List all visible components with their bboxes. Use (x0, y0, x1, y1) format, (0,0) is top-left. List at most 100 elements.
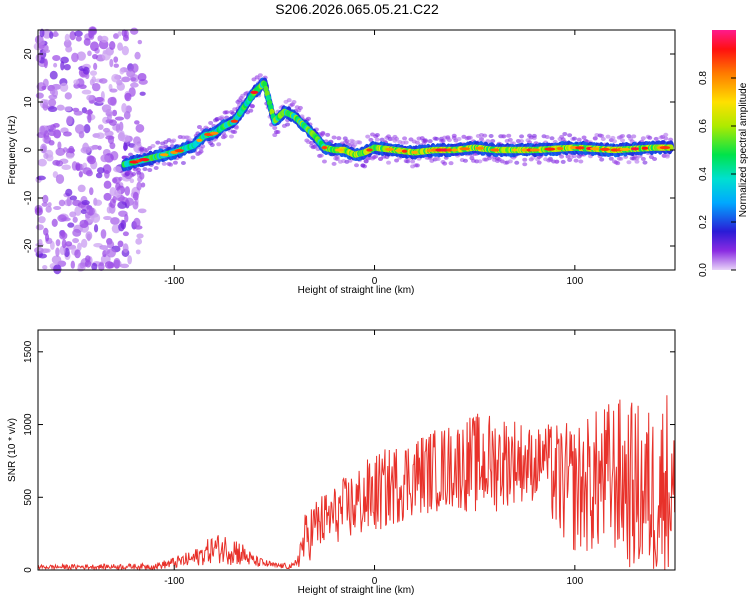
noise-mark (98, 78, 108, 84)
noise-mark (124, 186, 131, 196)
ridge-halo-mark (554, 159, 560, 164)
noise-mark (134, 120, 140, 125)
noise-mark (92, 53, 98, 60)
noise-mark (127, 255, 133, 265)
noise-mark (56, 104, 65, 111)
ridge-core-mark (668, 144, 674, 151)
noise-mark (124, 197, 134, 207)
noise-mark (84, 109, 94, 115)
noise-mark (81, 199, 90, 206)
spectrogram-marks (33, 26, 674, 275)
noise-mark (63, 39, 72, 48)
noise-mark (99, 245, 109, 251)
noise-mark (85, 231, 93, 241)
noise-mark (55, 147, 66, 156)
colorbar-gradient (712, 30, 736, 270)
ridge-halo-mark (567, 133, 573, 138)
noise-mark (67, 222, 75, 228)
noise-mark (65, 45, 73, 53)
ridge-halo-mark (581, 135, 587, 140)
noise-mark (53, 129, 62, 139)
spectrogram-xtick-label: 100 (566, 276, 583, 287)
noise-mark (132, 200, 139, 210)
noise-mark (121, 29, 127, 37)
ridge-peak-mark (575, 146, 585, 150)
noise-mark (111, 109, 118, 117)
noise-mark (82, 167, 92, 175)
noise-mark (60, 61, 65, 71)
ridge-halo-mark (272, 133, 278, 138)
ridge-halo-mark (663, 136, 669, 141)
ridge-peak-mark (159, 153, 169, 157)
noise-mark (48, 98, 57, 107)
noise-mark (109, 58, 114, 68)
spectrogram-xtick-label: 0 (372, 276, 378, 287)
ridge-peak-mark (490, 148, 500, 152)
noise-mark (125, 105, 132, 114)
ridge-halo-mark (320, 130, 326, 135)
ridge-halo-mark (519, 134, 525, 139)
noise-mark (73, 110, 83, 116)
noise-mark (74, 124, 85, 134)
noise-mark (108, 119, 117, 126)
noise-mark (38, 253, 48, 259)
noise-mark (93, 224, 99, 233)
ridge-halo-mark (208, 120, 214, 125)
ridge-halo-mark (374, 132, 380, 137)
noise-mark (114, 116, 125, 121)
noise-mark (47, 106, 58, 113)
noise-mark (89, 70, 98, 76)
ridge-halo-mark (600, 136, 606, 141)
noise-mark (130, 77, 137, 82)
noise-mark (113, 166, 123, 173)
ridge-halo-mark (599, 157, 605, 162)
noise-mark (117, 240, 124, 248)
noise-mark (89, 187, 94, 196)
noise-mark (86, 206, 95, 216)
ridge-halo-mark (216, 142, 222, 147)
ridge-halo-mark (519, 139, 525, 144)
noise-mark (117, 31, 122, 37)
ridge-halo-mark (531, 133, 537, 138)
noise-mark (39, 125, 46, 135)
ridge-halo-mark (331, 135, 337, 140)
ridge-halo-mark (514, 160, 520, 165)
ridge-halo-mark (209, 142, 215, 147)
spectrogram-ytick-label: 10 (23, 96, 34, 108)
ridge-halo-mark (168, 162, 174, 167)
noise-mark (113, 63, 119, 68)
ridge-halo-mark (615, 161, 621, 166)
spectrogram-ytick-label: -10 (23, 190, 34, 205)
noise-mark (110, 217, 120, 225)
ridge-peak-mark (385, 147, 395, 151)
ridge-peak-mark (440, 148, 449, 152)
ridge-halo-mark (634, 156, 640, 161)
noise-mark (39, 28, 45, 38)
ridge-peak-mark (459, 147, 470, 151)
noise-mark (34, 207, 43, 216)
spectrogram-ytick-label: -20 (23, 238, 34, 253)
ridge-halo-mark (378, 156, 384, 161)
noise-mark (117, 201, 128, 209)
ridge-halo-mark (620, 138, 626, 143)
noise-mark (130, 82, 139, 88)
snr-ytick-label: 1000 (23, 413, 34, 436)
ridge-halo-mark (560, 159, 566, 164)
ridge-halo-mark (352, 142, 358, 147)
spectrogram-ytick-label: 0 (23, 147, 34, 153)
ridge-halo-mark (653, 136, 659, 141)
ridge-halo-mark (610, 135, 616, 140)
ridge-halo-mark (448, 161, 454, 166)
noise-mark (34, 246, 44, 254)
ridge-halo-mark (620, 133, 626, 138)
ridge-peak-mark (599, 147, 610, 151)
ridge-halo-mark (612, 139, 618, 144)
noise-mark (43, 58, 48, 69)
noise-mark (104, 130, 114, 137)
ridge-halo-mark (562, 131, 568, 136)
noise-mark (111, 176, 122, 184)
noise-mark (55, 239, 61, 247)
noise-mark (95, 132, 105, 139)
snr-plot-area (38, 330, 675, 570)
